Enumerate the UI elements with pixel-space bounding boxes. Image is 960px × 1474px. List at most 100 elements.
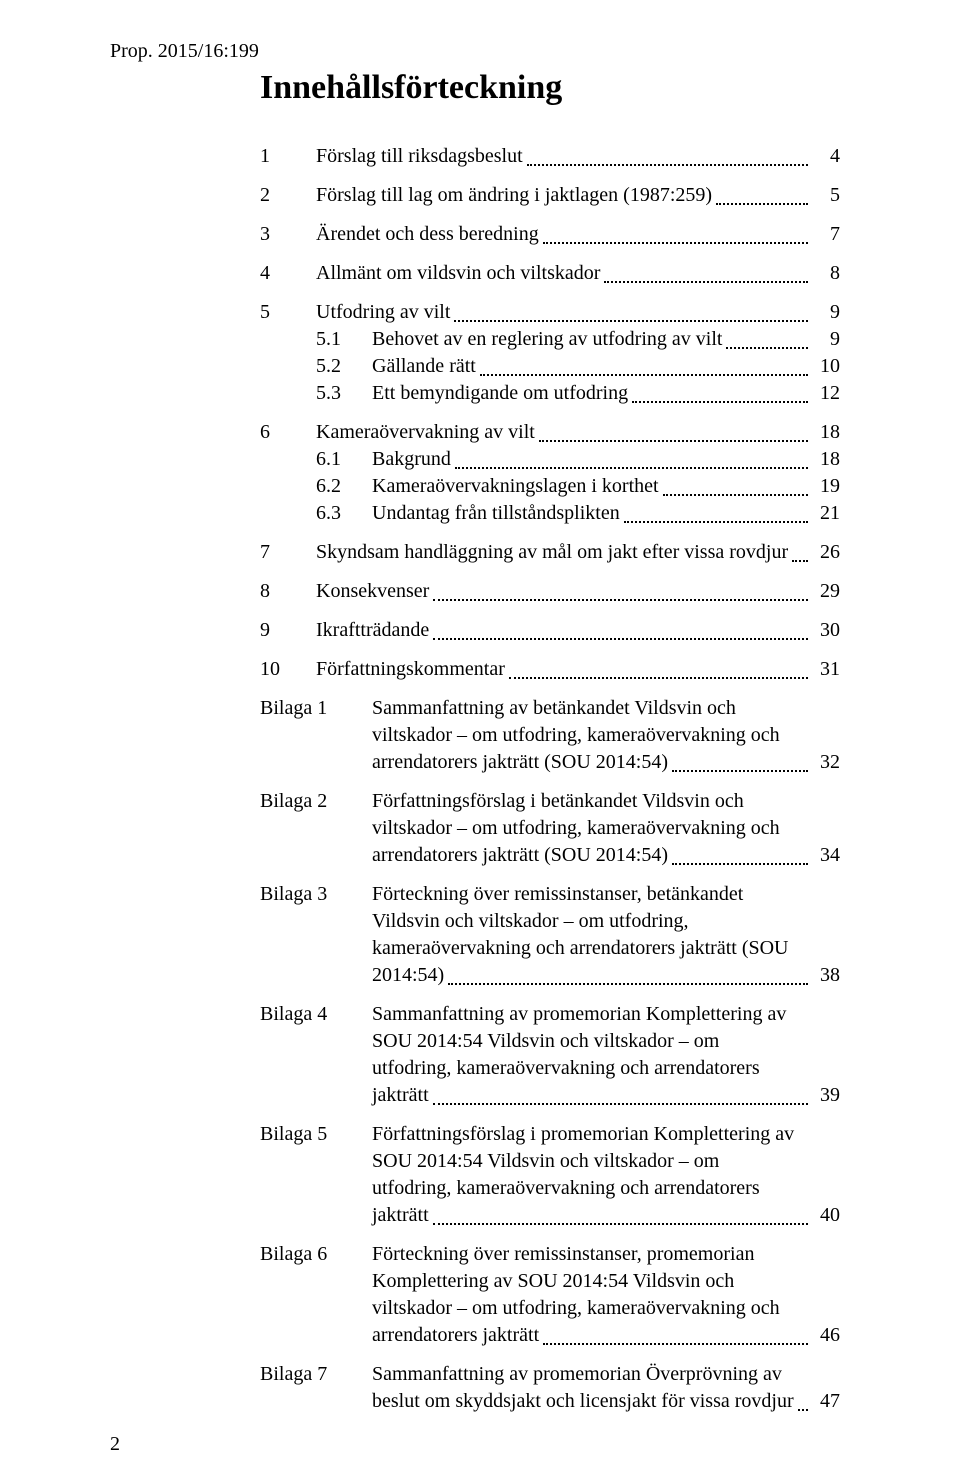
appendix-line: Komplettering av SOU 2014:54 Vildsvin oc… [372, 1268, 840, 1295]
appendix-line: Sammanfattning av betänkandet Vildsvin o… [372, 695, 840, 722]
appendix-text: utfodring, kameraövervakning och arrenda… [372, 1055, 760, 1082]
dot-leader [716, 188, 808, 205]
toc-text: Ett bemyndigande om utfodring [372, 380, 628, 407]
toc-row: 5.1Behovet av en reglering av utfodring … [260, 326, 840, 353]
appendix-text: Förteckning över remissinstanser, betänk… [372, 881, 743, 908]
toc-text: Konsekvenser [316, 578, 429, 605]
toc-row: 9Ikraftträdande30 [260, 617, 840, 644]
toc-page: 26 [812, 539, 840, 566]
appendix-line: Förteckning över remissinstanser, promem… [372, 1241, 840, 1268]
toc-page: 21 [812, 500, 840, 527]
dot-leader [792, 545, 808, 562]
toc-row: 1Förslag till riksdagsbeslut4 [260, 143, 840, 170]
appendix-page: 46 [812, 1322, 840, 1349]
appendix-page: 38 [812, 962, 840, 989]
appendix-text: viltskador – om utfodring, kameraövervak… [372, 722, 780, 749]
appendix-text: 2014:54) [372, 962, 444, 989]
appendix-text: Komplettering av SOU 2014:54 Vildsvin oc… [372, 1268, 734, 1295]
appendix-label: Bilaga 1 [260, 695, 372, 776]
toc-text: Ikraftträdande [316, 617, 429, 644]
appendix-line: utfodring, kameraövervakning och arrenda… [372, 1055, 840, 1082]
appendix-line: Författningsförslag i betänkandet Vildsv… [372, 788, 840, 815]
toc-text: Kameraövervakningslagen i korthet [372, 473, 659, 500]
appendix-entry: Bilaga 3Förteckning över remissinstanser… [260, 881, 840, 989]
appendix-last-line: arrendatorers jakträtt (SOU 2014:54)34 [372, 842, 840, 869]
appendix-last-line: arrendatorers jakträtt46 [372, 1322, 840, 1349]
appendix-line: kameraövervakning och arrendatorers jakt… [372, 935, 840, 962]
toc-text: Skyndsam handläggning av mål om jakt eft… [316, 539, 788, 566]
appendix-last-line: arrendatorers jakträtt (SOU 2014:54)32 [372, 749, 840, 776]
header-reference: Prop. 2015/16:199 [110, 40, 840, 63]
toc-row: 5.2Gällande rätt10 [260, 353, 840, 380]
toc-number: 1 [260, 143, 316, 170]
toc-text: Bakgrund [372, 446, 451, 473]
appendix-text: viltskador – om utfodring, kameraövervak… [372, 1295, 780, 1322]
appendix-text: Förteckning över remissinstanser, promem… [372, 1241, 754, 1268]
toc-page: 7 [812, 221, 840, 248]
appendix-line: Sammanfattning av promemorian Överprövni… [372, 1361, 840, 1388]
dot-leader [527, 149, 808, 166]
toc-row: 3Ärendet och dess beredning7 [260, 221, 840, 248]
appendix-line: SOU 2014:54 Vildsvin och viltskador – om [372, 1148, 840, 1175]
appendix-last-line: jakträtt 39 [372, 1082, 840, 1109]
appendix-text: viltskador – om utfodring, kameraövervak… [372, 815, 780, 842]
dot-leader [726, 332, 808, 349]
toc-text: Ärendet och dess beredning [316, 221, 539, 248]
appendix-label: Bilaga 6 [260, 1241, 372, 1349]
appendix-body: Författningsförslag i betänkandet Vildsv… [372, 788, 840, 869]
toc-text: Kameraövervakning av vilt [316, 419, 535, 446]
toc-row: 6Kameraövervakning av vilt 18 [260, 419, 840, 446]
appendix-line: SOU 2014:54 Vildsvin och viltskador – om [372, 1028, 840, 1055]
appendix-text: jakträtt [372, 1082, 429, 1109]
toc-page: 18 [812, 419, 840, 446]
toc-number: 9 [260, 617, 316, 644]
toc-number: 5 [260, 299, 316, 326]
appendix-text: beslut om skyddsjakt och licensjakt för … [372, 1388, 794, 1415]
dot-leader [509, 662, 808, 679]
appendix-entry: Bilaga 4Sammanfattning av promemorian Ko… [260, 1001, 840, 1109]
dot-leader [672, 755, 808, 772]
dot-leader [663, 479, 808, 496]
toc-page: 9 [812, 326, 840, 353]
appendix-line: Sammanfattning av promemorian Kompletter… [372, 1001, 840, 1028]
appendix-body: Sammanfattning av promemorian Kompletter… [372, 1001, 840, 1109]
toc-row: 6.3Undantag från tillståndsplikten21 [260, 500, 840, 527]
appendix-entry: Bilaga 7Sammanfattning av promemorian Öv… [260, 1361, 840, 1415]
toc-number: 10 [260, 656, 316, 683]
dot-leader [539, 425, 808, 442]
toc-row: 5Utfodring av vilt9 [260, 299, 840, 326]
appendix-line: Författningsförslag i promemorian Komple… [372, 1121, 840, 1148]
dot-leader [433, 1208, 808, 1225]
toc-page: 29 [812, 578, 840, 605]
toc-number: 6.2 [316, 473, 372, 500]
dot-leader [672, 848, 808, 865]
appendix-page: 34 [812, 842, 840, 869]
toc-page: 18 [812, 446, 840, 473]
appendix-last-line: 2014:54) 38 [372, 962, 840, 989]
toc-number: 2 [260, 182, 316, 209]
toc-text: Utfodring av vilt [316, 299, 450, 326]
dot-leader [454, 305, 808, 322]
toc-row: 10Författningskommentar31 [260, 656, 840, 683]
appendix-label: Bilaga 3 [260, 881, 372, 989]
toc-text: Förslag till riksdagsbeslut [316, 143, 523, 170]
appendix-text: SOU 2014:54 Vildsvin och viltskador – om [372, 1148, 719, 1175]
page-title: Innehållsförteckning [260, 69, 840, 107]
toc-text: Behovet av en reglering av utfodring av … [372, 326, 722, 353]
toc-text: Undantag från tillståndsplikten [372, 500, 620, 527]
toc-row: 4Allmänt om vildsvin och viltskador8 [260, 260, 840, 287]
dot-leader [798, 1394, 808, 1411]
page-number: 2 [110, 1433, 120, 1456]
appendix-line: utfodring, kameraövervakning och arrenda… [372, 1175, 840, 1202]
toc-row: 5.3Ett bemyndigande om utfodring12 [260, 380, 840, 407]
toc-page: 5 [812, 182, 840, 209]
appendix-line: Förteckning över remissinstanser, betänk… [372, 881, 840, 908]
dot-leader [448, 968, 808, 985]
toc-page: 8 [812, 260, 840, 287]
dot-leader [433, 584, 808, 601]
appendix-line: viltskador – om utfodring, kameraövervak… [372, 1295, 840, 1322]
appendix-page: 32 [812, 749, 840, 776]
toc-number: 6 [260, 419, 316, 446]
appendix-page: 39 [812, 1082, 840, 1109]
dot-leader [543, 1328, 808, 1345]
